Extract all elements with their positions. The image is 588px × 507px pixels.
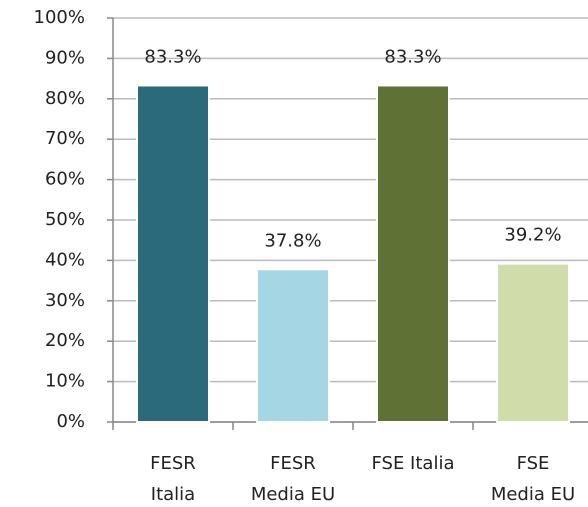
y-tick-label: 90% (45, 47, 85, 68)
y-tick-label: 0% (56, 411, 85, 432)
x-tick-label: FSE (517, 453, 550, 474)
y-tick-label: 30% (45, 290, 85, 311)
bar (136, 84, 210, 424)
x-tick-label: Media EU (251, 484, 335, 505)
y-tick-label: 50% (45, 209, 85, 230)
x-tick-label: Italia (151, 484, 195, 505)
y-tick-label: 100% (34, 7, 85, 28)
value-label: 83.3% (144, 46, 201, 67)
x-tick-label: FESR (270, 453, 316, 474)
y-tick-label: 70% (45, 128, 85, 149)
x-tick-label: FESR (150, 453, 196, 474)
x-tick-label: FSE Italia (372, 453, 455, 474)
bar (256, 268, 330, 423)
x-tick-label: Media EU (491, 484, 575, 505)
y-tick-label: 60% (45, 169, 85, 190)
value-label: 83.3% (384, 46, 441, 67)
y-tick-label: 80% (45, 88, 85, 109)
value-label: 39.2% (504, 225, 561, 246)
bar (496, 262, 570, 423)
y-tick-label: 40% (45, 249, 85, 270)
bar (376, 84, 450, 424)
y-tick-label: 20% (45, 330, 85, 351)
value-label: 37.8% (264, 230, 321, 251)
y-tick-label: 10% (45, 371, 85, 392)
